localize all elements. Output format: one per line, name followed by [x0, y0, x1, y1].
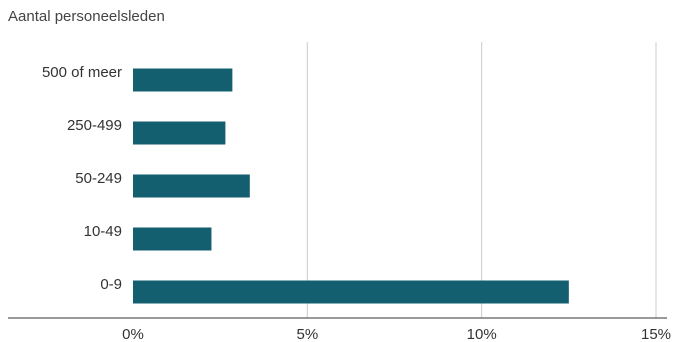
- category-label: 0-9: [100, 276, 122, 293]
- category-label: 500 of meer: [42, 64, 122, 81]
- bar-250-499: [133, 121, 226, 145]
- x-tick-label: 10%: [467, 326, 497, 342]
- y-axis-title: Aantal personeelsleden: [8, 8, 165, 25]
- grid-lines: [306, 42, 657, 318]
- category-label: 50-249: [75, 170, 122, 187]
- bars: [133, 68, 569, 304]
- x-tick-labels: 0% 5% 10% 15%: [122, 326, 671, 342]
- bar-0-9: [133, 280, 569, 304]
- bar-10-49: [133, 227, 212, 251]
- bar-50-249: [133, 174, 250, 198]
- category-label: 250-499: [67, 117, 122, 134]
- x-tick-label: 0%: [122, 326, 144, 342]
- category-labels: 500 of meer 250-499 50-249 10-49 0-9: [42, 64, 122, 293]
- bar-500-of-meer: [133, 68, 233, 92]
- category-label: 10-49: [84, 223, 122, 240]
- x-tick-label: 5%: [296, 326, 318, 342]
- x-tick-label: 15%: [641, 326, 671, 342]
